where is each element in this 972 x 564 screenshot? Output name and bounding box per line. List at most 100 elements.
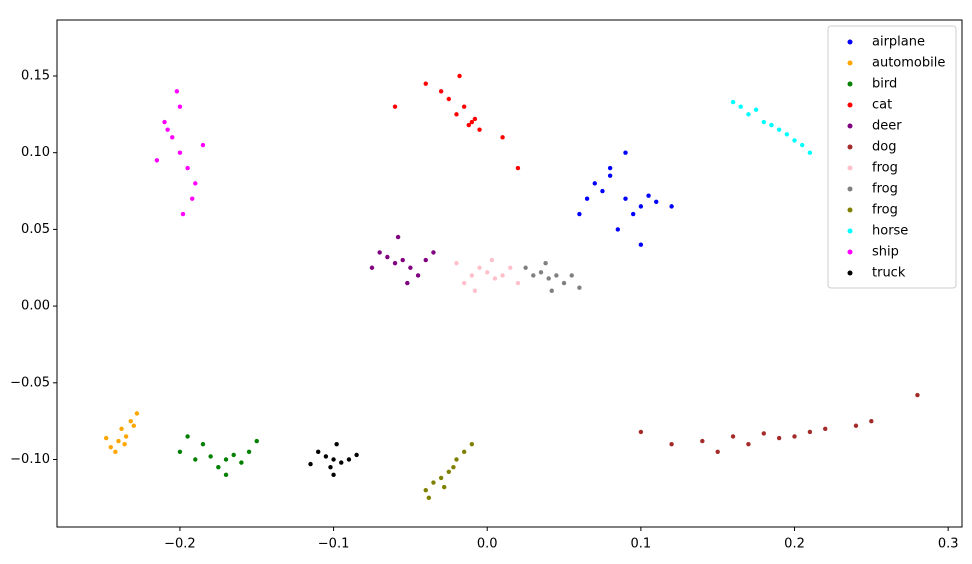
- point: [469, 441, 475, 447]
- legend-label: airplane: [872, 35, 925, 50]
- point: [784, 132, 790, 137]
- legend-marker: [847, 186, 853, 192]
- legend-label: dog: [872, 140, 896, 155]
- legend-label: frog: [872, 161, 898, 176]
- point: [469, 273, 475, 278]
- point: [395, 234, 401, 240]
- point: [405, 280, 410, 286]
- point: [607, 165, 613, 171]
- point: [177, 449, 183, 455]
- point: [730, 99, 736, 105]
- point: [543, 260, 548, 266]
- point: [776, 127, 782, 132]
- point: [569, 273, 574, 278]
- point: [769, 122, 774, 128]
- point: [423, 257, 428, 263]
- x-tick-label: 0.1: [631, 537, 652, 552]
- point: [177, 150, 183, 155]
- point: [549, 288, 554, 293]
- point: [174, 89, 180, 94]
- point: [461, 449, 467, 455]
- y-tick-label: 0.00: [21, 299, 50, 314]
- point: [523, 265, 528, 270]
- legend-marker: [847, 207, 853, 213]
- point: [426, 495, 432, 501]
- point: [515, 165, 521, 171]
- point: [485, 270, 490, 275]
- point: [508, 265, 513, 270]
- point: [193, 457, 198, 462]
- point: [377, 250, 382, 255]
- point: [400, 257, 405, 263]
- point: [492, 276, 498, 281]
- point: [776, 435, 782, 441]
- point: [223, 457, 229, 462]
- point: [200, 142, 206, 148]
- point: [738, 104, 743, 109]
- point: [128, 418, 133, 424]
- plot-frame: [56, 19, 963, 528]
- point: [584, 196, 590, 201]
- point: [446, 96, 452, 102]
- point: [472, 288, 478, 293]
- point: [354, 452, 359, 458]
- point: [451, 464, 456, 470]
- point: [792, 434, 797, 439]
- y-tick-label: 0.05: [21, 222, 50, 237]
- point: [454, 457, 459, 462]
- point: [654, 199, 659, 204]
- y-tick-label: 0.10: [21, 145, 50, 160]
- legend-marker: [847, 228, 853, 234]
- point: [715, 449, 720, 455]
- point: [477, 265, 482, 270]
- legend-label: deer: [872, 119, 902, 134]
- point: [369, 265, 375, 270]
- point: [123, 434, 129, 439]
- legend-label: truck: [872, 266, 906, 281]
- point: [246, 449, 252, 455]
- legend-frame: [827, 25, 957, 289]
- point: [223, 472, 229, 478]
- point: [461, 280, 467, 286]
- point: [500, 273, 505, 278]
- point: [761, 431, 766, 436]
- point: [554, 273, 559, 278]
- point: [746, 112, 751, 117]
- point: [577, 211, 582, 217]
- point: [239, 460, 244, 465]
- point: [122, 441, 127, 447]
- legend-label: frog: [872, 182, 898, 197]
- point: [328, 464, 333, 470]
- legend-label: cat: [872, 98, 892, 113]
- point: [408, 265, 413, 270]
- point: [753, 107, 759, 112]
- point: [254, 438, 259, 444]
- point: [190, 196, 195, 201]
- point: [792, 138, 797, 143]
- legend-label: ship: [872, 245, 899, 260]
- point: [116, 438, 121, 444]
- point: [392, 104, 398, 109]
- point: [103, 435, 109, 441]
- x-tick-label: 0.3: [938, 537, 959, 552]
- point: [800, 142, 805, 148]
- legend-marker: [847, 144, 853, 150]
- point: [385, 254, 390, 260]
- point: [592, 181, 597, 186]
- point: [638, 242, 644, 247]
- point: [638, 204, 644, 209]
- point: [339, 460, 344, 465]
- legend-label: bird: [872, 77, 897, 92]
- point: [607, 173, 613, 178]
- legend-marker: [847, 270, 853, 276]
- point: [316, 449, 321, 455]
- y-tick-label: 0.15: [21, 68, 50, 83]
- point: [323, 454, 329, 459]
- point: [466, 122, 471, 128]
- point: [457, 73, 462, 79]
- point: [438, 89, 444, 94]
- y-tick-label: −0.05: [10, 375, 50, 390]
- point: [807, 150, 813, 155]
- point: [489, 257, 495, 263]
